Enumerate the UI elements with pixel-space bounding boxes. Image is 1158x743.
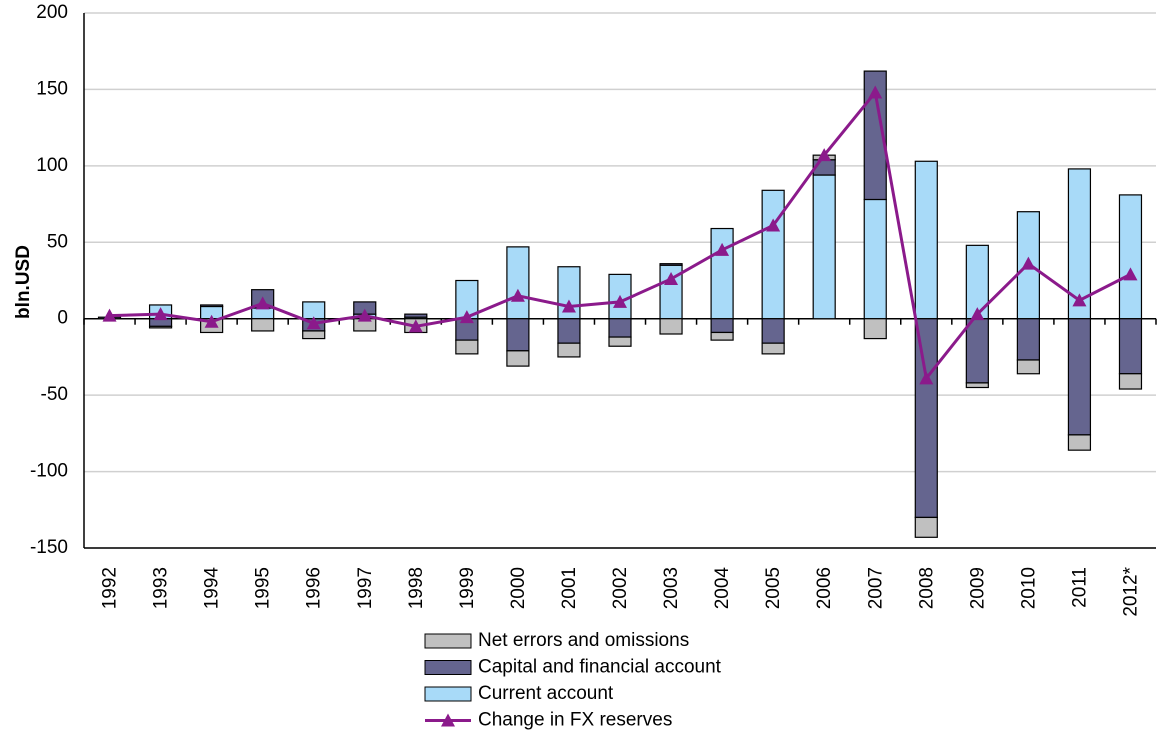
- marker: [1021, 256, 1036, 270]
- x-tick-label: 2012*: [1120, 566, 1141, 616]
- y-tick-label: 200: [36, 2, 68, 23]
- bar: [608, 318, 632, 338]
- marker: [1072, 293, 1087, 307]
- bar: [914, 318, 938, 519]
- marker: [817, 148, 832, 162]
- legend-label: Current account: [478, 683, 614, 704]
- legend-marker: [441, 713, 455, 727]
- bar: [710, 331, 734, 341]
- bar: [761, 318, 785, 344]
- x-tick-label: 2003: [661, 567, 682, 609]
- marker: [766, 218, 781, 232]
- bar: [557, 342, 581, 358]
- y-tick-label: -50: [41, 384, 68, 405]
- bar: [608, 336, 632, 347]
- y-tick-label: 50: [47, 231, 68, 252]
- bar: [1118, 318, 1143, 375]
- bar: [1067, 434, 1092, 451]
- bar: [659, 318, 683, 335]
- x-tick-label: 2008: [916, 567, 937, 609]
- y-tick-label: -100: [30, 461, 68, 482]
- bar: [1016, 359, 1040, 375]
- bar: [710, 318, 734, 334]
- marker: [153, 307, 168, 321]
- x-tick-label: 2007: [865, 567, 886, 609]
- marker: [204, 314, 219, 328]
- bar: [863, 198, 887, 320]
- x-tick-label: 2009: [967, 567, 988, 609]
- bar: [1016, 318, 1040, 361]
- x-tick-label: 2004: [712, 567, 733, 610]
- bar: [863, 318, 887, 340]
- bar: [1118, 373, 1143, 390]
- marker: [459, 310, 474, 324]
- bar: [404, 313, 428, 318]
- bar: [965, 382, 989, 389]
- marker: [255, 296, 270, 310]
- bar: [148, 325, 173, 329]
- x-tick-label: 2005: [763, 567, 784, 609]
- bar: [914, 516, 938, 538]
- y-tick-label: 150: [36, 78, 68, 99]
- bar: [455, 339, 479, 355]
- bar: [1118, 194, 1143, 320]
- bar: [914, 160, 938, 320]
- x-tick-label: 2011: [1069, 567, 1090, 608]
- legend-swatch: [424, 660, 472, 675]
- bar: [965, 318, 989, 384]
- x-tick-label: 1999: [457, 567, 478, 609]
- marker: [510, 288, 525, 302]
- bar: [863, 70, 887, 201]
- legend-label: Net errors and omissions: [478, 630, 689, 651]
- bar: [812, 174, 836, 320]
- bar: [251, 307, 275, 320]
- bar: [659, 263, 683, 266]
- y-tick-label: -150: [30, 537, 68, 558]
- marker: [919, 371, 934, 385]
- y-tick-label: 0: [57, 308, 68, 329]
- x-tick-label: 2010: [1018, 567, 1039, 609]
- bar: [251, 318, 275, 332]
- bar: [761, 342, 785, 355]
- bar: [200, 304, 224, 308]
- x-tick-label: 2006: [814, 567, 835, 609]
- marker: [868, 85, 883, 99]
- y-tick-label: 100: [36, 155, 68, 176]
- marker: [408, 319, 423, 333]
- bar: [302, 301, 326, 320]
- legend-label: Change in FX reserves: [478, 710, 672, 731]
- y-axis-title: bln.USD: [13, 245, 34, 319]
- x-tick-label: 1996: [304, 567, 325, 609]
- marker: [306, 316, 321, 330]
- bar: [302, 330, 326, 340]
- x-tick-label: 2002: [610, 567, 631, 609]
- marker: [561, 299, 576, 313]
- x-tick-label: 1993: [151, 567, 172, 609]
- marker: [664, 271, 679, 285]
- marker: [102, 308, 117, 322]
- marker: [1123, 267, 1138, 281]
- x-tick-label: 1994: [202, 567, 223, 610]
- bar: [710, 227, 734, 320]
- x-tick-label: 1997: [355, 567, 376, 609]
- marker: [715, 242, 730, 256]
- bar: [557, 318, 581, 344]
- marker: [613, 294, 627, 308]
- bar: [506, 350, 530, 367]
- x-tick-label: 2001: [559, 567, 580, 609]
- legend-label: Capital and financial account: [478, 657, 722, 678]
- x-tick-label: 1992: [100, 567, 121, 609]
- x-tick-label: 1998: [406, 567, 427, 609]
- bar: [506, 318, 530, 352]
- x-tick-label: 1995: [253, 567, 274, 609]
- marker: [357, 308, 372, 322]
- legend-swatch: [424, 633, 472, 649]
- x-tick-label: 2000: [508, 567, 529, 609]
- marker: [970, 307, 985, 321]
- bar: [761, 189, 785, 320]
- legend-swatch: [424, 686, 472, 702]
- bar: [506, 246, 530, 320]
- bar: [1067, 318, 1092, 436]
